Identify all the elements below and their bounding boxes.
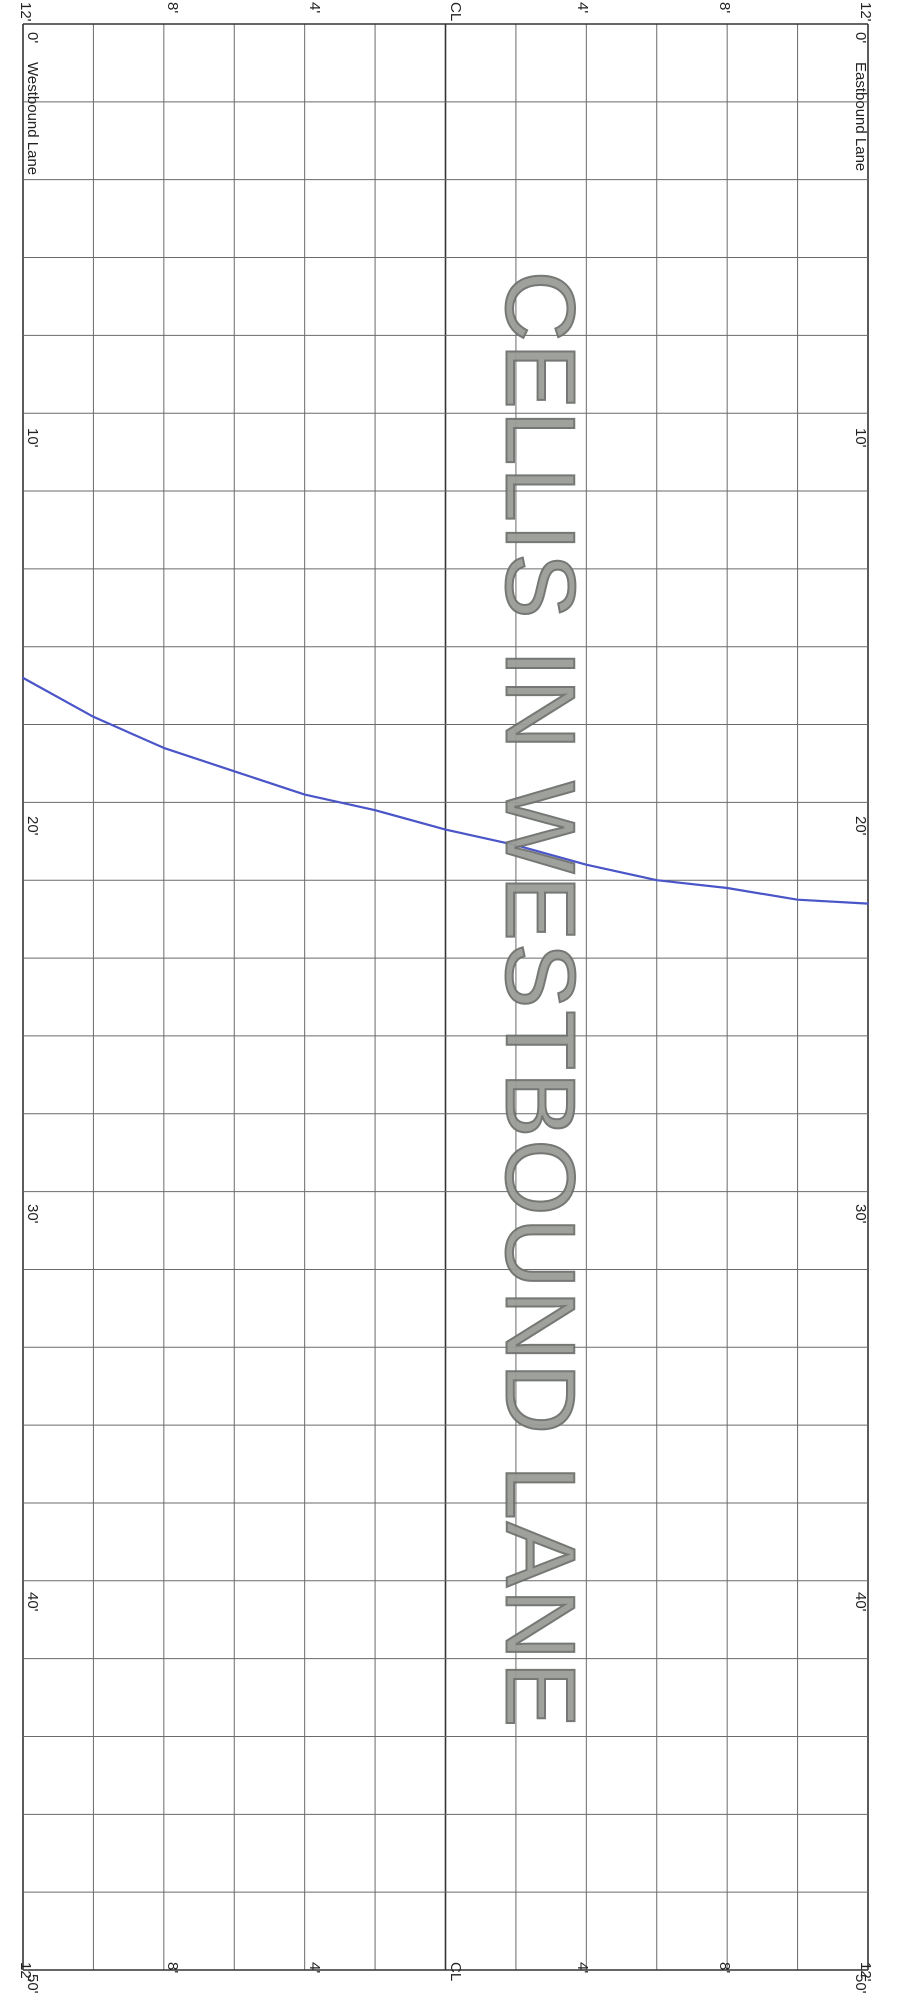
station-label-left-40: 40' [24, 1592, 41, 1612]
station-label-left-50: 50' [24, 1974, 41, 1994]
station-label-right-50: 50' [852, 1974, 869, 1994]
offset-label-top-west-4: 4' [306, 2, 323, 14]
station-label-right-0: 0' [852, 32, 869, 44]
offset-label-bottom-centerline: CL [447, 1962, 464, 1982]
offset-label-top-east-4: 4' [574, 2, 591, 14]
station-label-right-40: 40' [852, 1592, 869, 1612]
offset-label-bottom-east-8: 8' [716, 1962, 733, 1974]
offset-label-top-west-8: 8' [164, 2, 181, 14]
offset-label-top-east-12: 12' [857, 2, 874, 22]
offset-label-bottom-east-4: 4' [574, 1962, 591, 1974]
crack-line [21, 676, 870, 905]
eastbound-lane-label: Eastbound Lane [852, 62, 869, 172]
offset-label-top-west-12: 12' [17, 2, 34, 22]
westbound-lane-label: Westbound Lane [24, 62, 41, 176]
offset-label-top-centerline: CL [447, 2, 464, 22]
station-label-left-0: 0' [24, 32, 41, 44]
offset-label-bottom-west-8: 8' [164, 1962, 181, 1974]
station-label-left-20: 20' [24, 816, 41, 836]
stamp-annotation: CELLIS IN WESTBOUND LANE [485, 270, 597, 1730]
offset-label-bottom-west-4: 4' [306, 1962, 323, 1974]
station-label-right-10: 10' [852, 428, 869, 448]
grid-lines [22, 23, 869, 1971]
offset-label-top-east-8: 8' [716, 2, 733, 14]
station-label-left-30: 30' [24, 1204, 41, 1224]
station-label-left-10: 10' [24, 428, 41, 448]
station-label-right-30: 30' [852, 1204, 869, 1224]
station-label-right-20: 20' [852, 816, 869, 836]
